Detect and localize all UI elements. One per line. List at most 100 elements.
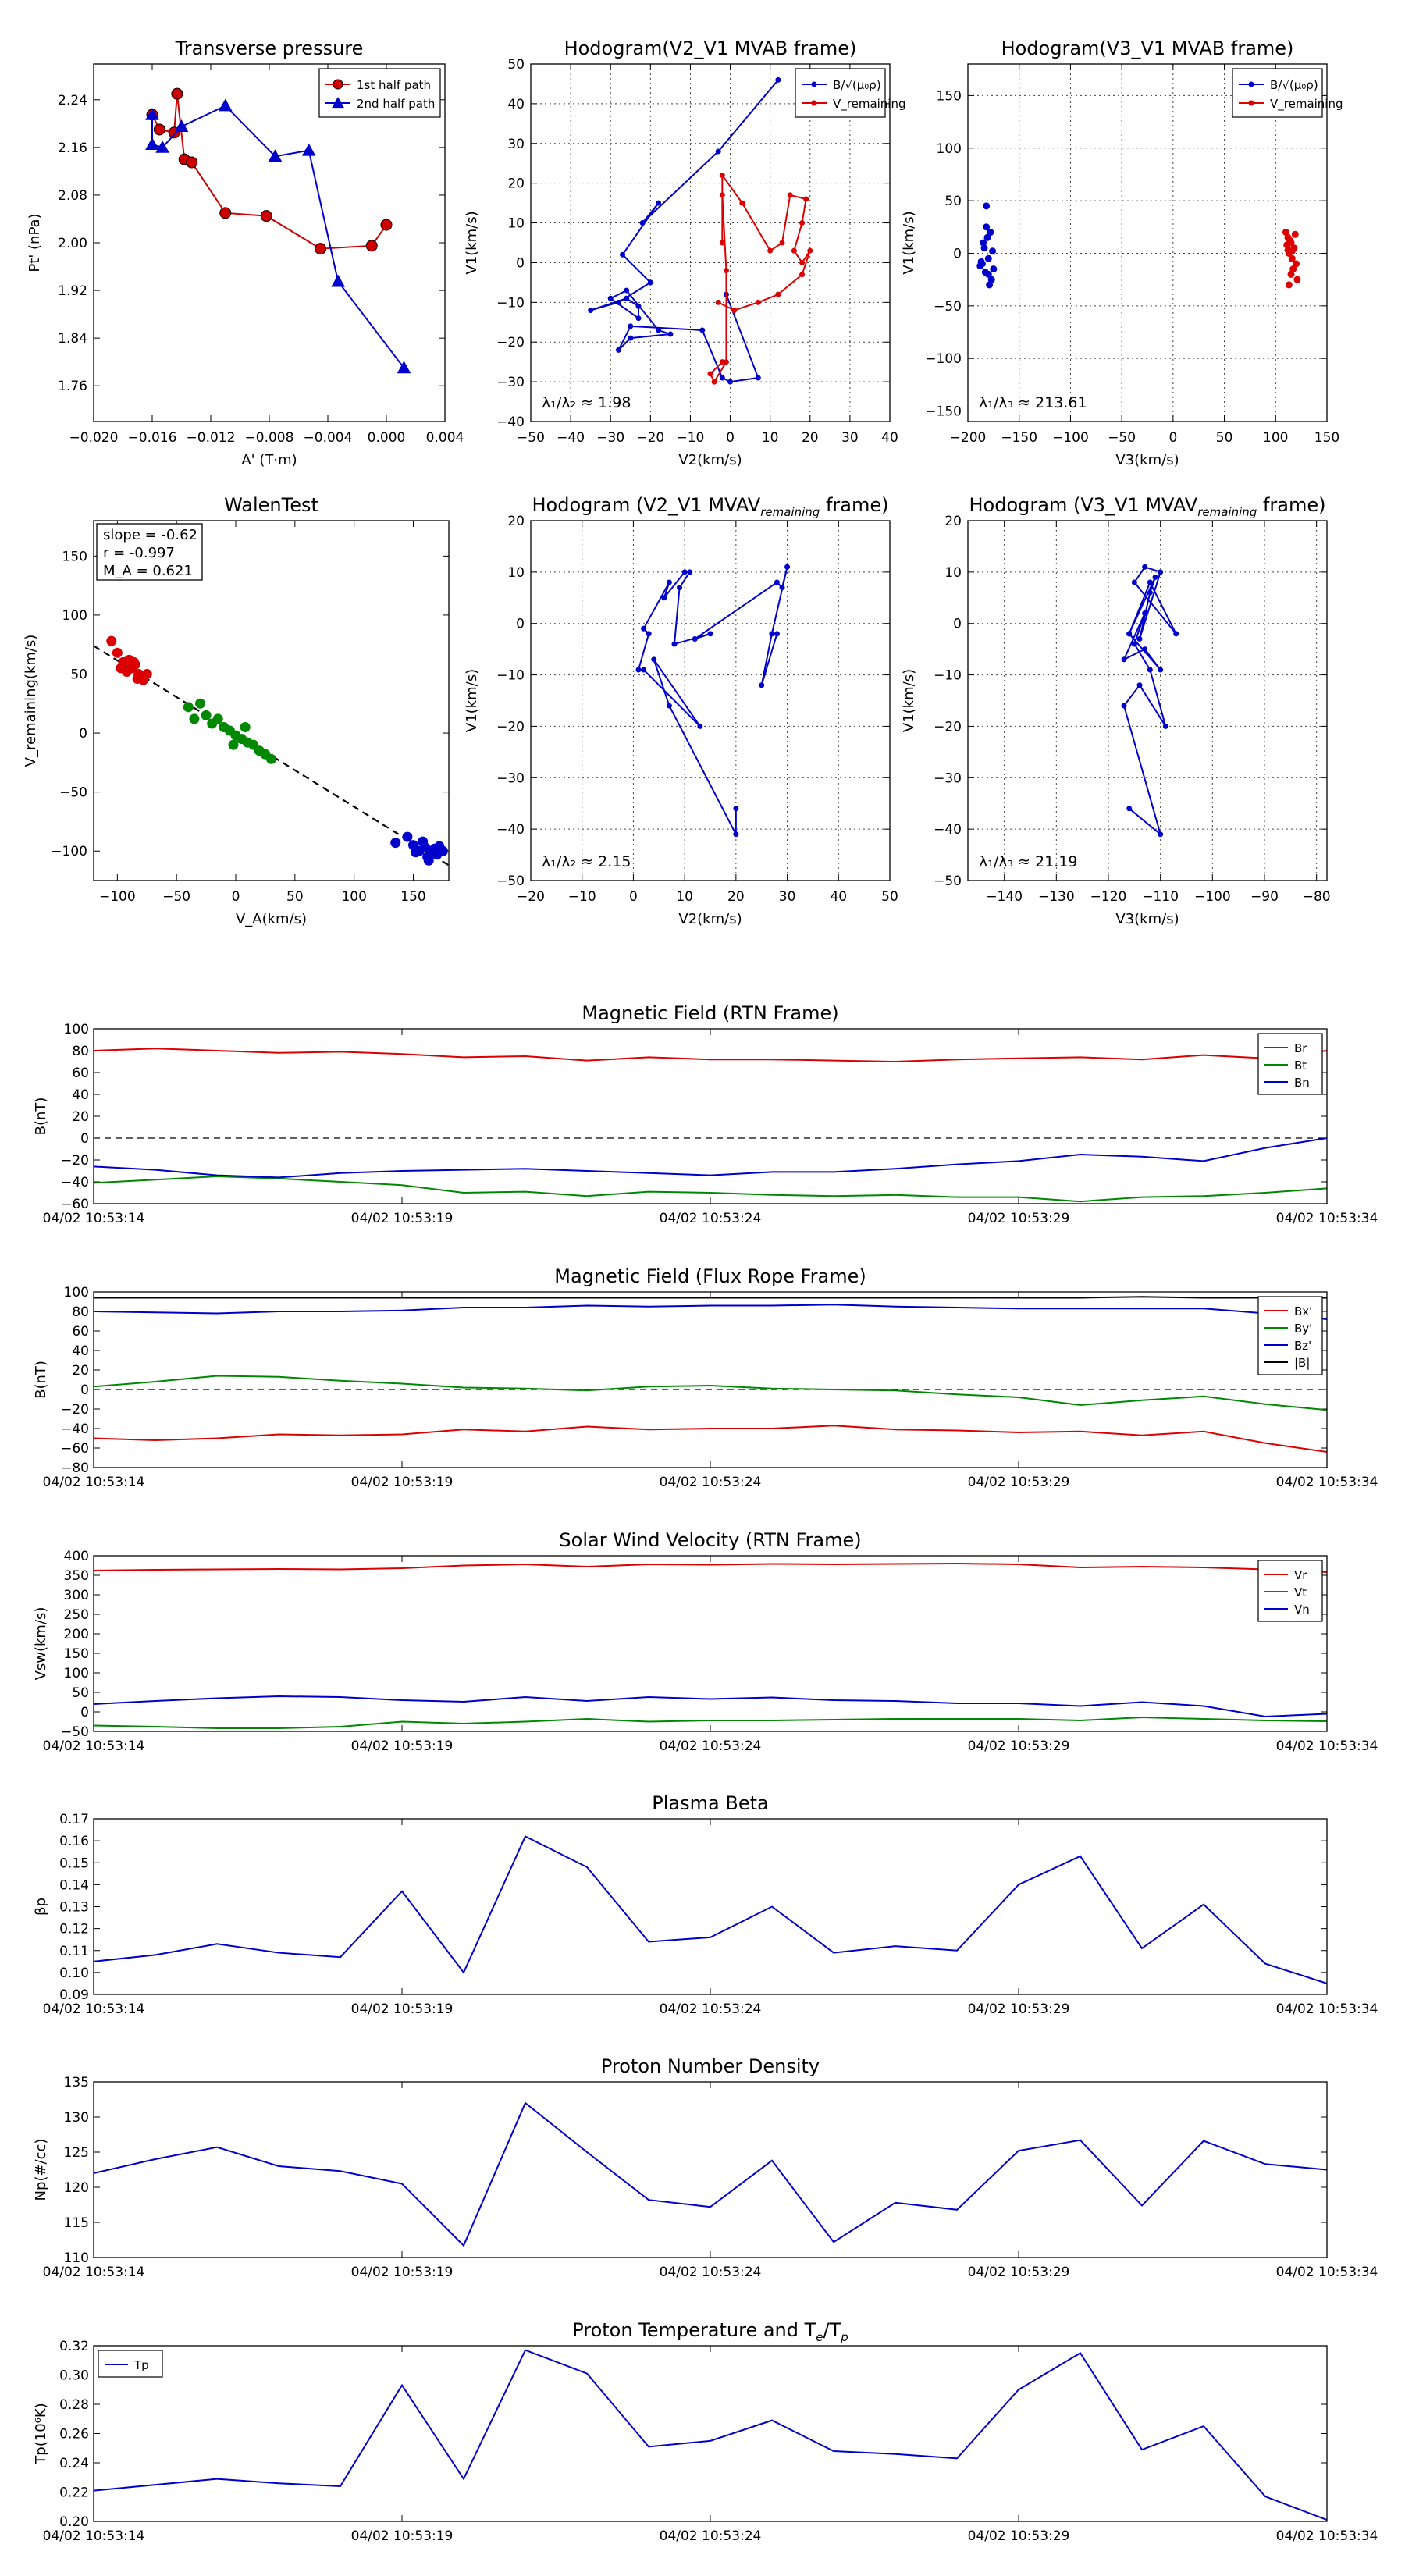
x-tick-label: −50 [1108, 430, 1136, 446]
data-point [651, 656, 657, 663]
y-tick-label: 2.24 [58, 93, 87, 109]
y-tick-label: −100 [51, 844, 87, 859]
title-main: Magnetic Field (Flux Rope Frame) [554, 1265, 866, 1287]
series-first [106, 635, 152, 685]
chart-hodogram_v2_v1_mvav: −20 −10 0 10 20 30 40 50 −50 −40 −30 −20 −10 0 10 20 Hod… [464, 494, 898, 927]
legend-label: Vr [1294, 1568, 1307, 1582]
y-tick-label: 0.16 [59, 1834, 89, 1849]
series-line-Vn [94, 1695, 1327, 1718]
data-point [803, 196, 809, 202]
eigenvalue-ratio-label: λ₁/λ₃ ≈ 213.61 [979, 394, 1087, 411]
chart-proton_temperature: 0.20 0.22 0.24 0.26 0.28 0.30 0.32 04/02 10:53:… [33, 2319, 1378, 2544]
data-point [784, 564, 791, 570]
y-tick-label: 300 [64, 1588, 89, 1603]
data-point [723, 359, 729, 365]
data-point [1173, 631, 1179, 637]
x-tick-label: 40 [830, 889, 847, 905]
y-tick-label: 50 [70, 667, 87, 682]
y-tick-label: −10 [934, 668, 962, 684]
legend-box [795, 68, 886, 118]
data-point [983, 223, 991, 231]
data-point [719, 375, 725, 381]
data-point [807, 247, 813, 254]
x-tick-label: −10 [676, 430, 704, 446]
title-main: Hodogram(V3_V1 MVAB frame) [1001, 37, 1294, 59]
series-line-Vt [94, 1716, 1327, 1729]
data-point [1147, 589, 1153, 596]
y-tick-label: −60 [61, 1441, 89, 1457]
data-point [1126, 806, 1133, 812]
data-point [799, 220, 806, 226]
x-tick-label: 04/02 10:53:14 [43, 2528, 145, 2544]
data-point [437, 845, 448, 856]
x-tick-label: −10 [568, 889, 596, 905]
y-tick-label: −60 [61, 1197, 89, 1212]
data-point [186, 156, 198, 169]
data-point [697, 723, 703, 729]
y-tick-label: 0 [80, 1705, 89, 1720]
legend-label: 1st half path [357, 78, 431, 92]
data-point [1126, 631, 1133, 637]
data-point [1287, 270, 1295, 278]
chart-transverse_pressure: −0.020 −0.016 −0.012 −0.008 −0.004 0.000 0.004… [27, 37, 464, 468]
data-point [715, 299, 721, 305]
data-point [1162, 723, 1168, 729]
y-tick-label: −30 [934, 770, 962, 786]
y-tick-label: 0.26 [59, 2427, 89, 2443]
x-tick-label: −20 [517, 889, 545, 905]
data-point [1121, 656, 1127, 663]
x-axis-label: V3(km/s) [1115, 452, 1179, 468]
x-axis-label: A' (T·m) [241, 452, 297, 468]
x-tick-label: 100 [341, 889, 366, 905]
x-tick-label: 04/02 10:53:34 [1276, 2001, 1378, 2017]
series-data [635, 564, 791, 838]
series-line-Np [94, 2101, 1327, 2247]
data-point [779, 240, 785, 246]
legend-label: Bx' [1294, 1304, 1312, 1318]
series-line [637, 567, 788, 835]
title-subscript: p [840, 2330, 848, 2344]
x-tick-label: −100 [1052, 430, 1089, 446]
data-point [759, 682, 765, 688]
x-tick-label: −40 [557, 430, 585, 446]
legend-box [318, 68, 441, 118]
data-point [1131, 641, 1137, 647]
series-B/√(μ₀ρ) [588, 76, 781, 385]
legend-label: Tp [133, 2358, 149, 2372]
data-point [183, 702, 194, 713]
series-line [709, 173, 811, 384]
series-line [590, 79, 779, 383]
y-tick-label: 0 [953, 617, 962, 632]
series-line [1122, 566, 1177, 837]
series-data [1121, 564, 1179, 838]
data-point [1142, 646, 1148, 653]
data-point [656, 200, 662, 206]
data-point [153, 123, 165, 136]
legend-label: Vn [1294, 1603, 1310, 1617]
title-main: Plasma Beta [652, 1792, 768, 1814]
data-point [129, 656, 140, 667]
x-tick-label: 04/02 10:53:24 [660, 2265, 762, 2280]
y-tick-label: −50 [61, 1724, 89, 1740]
y-tick-label: 110 [64, 2250, 89, 2266]
y-tick-label: 0 [80, 1382, 89, 1398]
chart-title: Hodogram(V2_V1 MVAB frame) [564, 37, 857, 59]
data-point [315, 243, 327, 255]
data-point [1158, 831, 1164, 838]
series-2nd half path [145, 98, 411, 374]
stats-box [96, 523, 203, 581]
y-tick-label: 20 [944, 514, 962, 529]
data-point [1288, 254, 1296, 262]
y-tick-label: −20 [934, 719, 962, 735]
data-point [301, 143, 316, 156]
y-tick-label: 150 [937, 88, 962, 104]
y-tick-label: −20 [61, 1402, 89, 1418]
y-tick-label: 0 [79, 726, 87, 742]
data-point [699, 327, 706, 333]
y-tick-label: 60 [72, 1324, 89, 1340]
x-tick-label: 30 [779, 889, 796, 905]
data-point [141, 668, 152, 679]
data-point [719, 172, 725, 178]
title-main: Proton Temperature and T [572, 2319, 816, 2341]
x-tick-label: 04/02 10:53:29 [968, 2001, 1070, 2017]
